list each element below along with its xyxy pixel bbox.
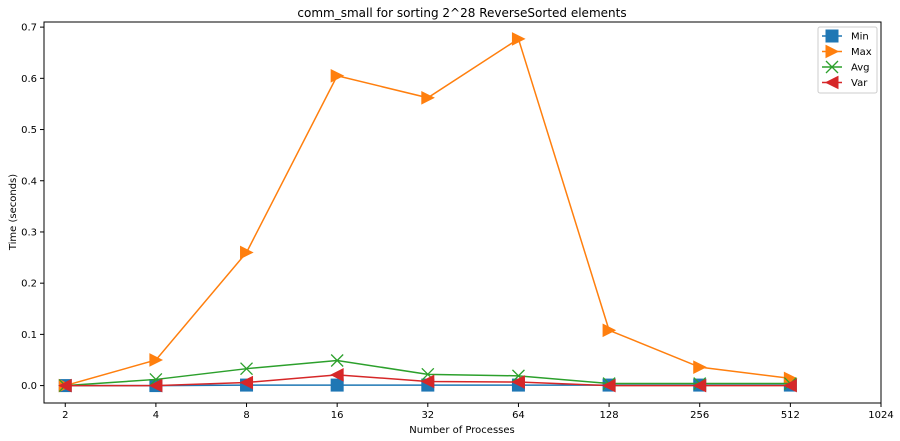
data-point-max (602, 323, 617, 338)
y-tick-label: 0.2 (21, 279, 37, 290)
chart-title: comm_small for sorting 2^28 ReverseSorte… (297, 6, 626, 20)
x-tick-label: 32 (421, 410, 434, 421)
x-tick-label: 16 (331, 410, 344, 421)
x-axis: 2 4 8 16 32 64 128 256 512 1024 (62, 403, 894, 421)
legend-label-max: Max (851, 47, 872, 58)
legend-item-var: Var (822, 75, 868, 90)
legend-label-min: Min (851, 32, 869, 43)
data-point-var (783, 378, 797, 393)
legend-item-avg: Avg (822, 60, 870, 74)
y-axis: 0.0 0.1 0.2 0.3 0.4 0.5 0.6 0.7 (21, 23, 44, 392)
x-tick-label: 4 (153, 410, 159, 421)
x-tick-label: 512 (781, 410, 800, 421)
legend-box (817, 26, 878, 94)
data-point-var (330, 368, 344, 382)
y-tick-label: 0.7 (21, 23, 37, 34)
x-tick-label: 1024 (868, 410, 893, 421)
data-point-avg (240, 362, 253, 376)
legend-marker-min (825, 29, 839, 43)
legend-marker-max (825, 44, 840, 59)
data-point-var (511, 375, 525, 389)
series-max (58, 32, 798, 393)
y-tick-label: 0.4 (21, 176, 37, 187)
data-point-var (601, 378, 616, 393)
y-axis-label: Time (seconds) (8, 174, 19, 251)
y-tick-label: 0.1 (21, 330, 37, 341)
x-tick-label: 2 (62, 410, 68, 421)
legend-item-max: Max (822, 44, 872, 59)
y-tick-label: 0.5 (21, 125, 37, 136)
data-point-var (239, 375, 254, 390)
y-tick-label: 0.3 (21, 227, 37, 238)
legend: Min Max Avg Var (817, 26, 878, 94)
series-var (58, 368, 797, 393)
plot-frame (43, 21, 882, 404)
legend-label-avg: Avg (851, 63, 870, 74)
data-point-var (692, 378, 707, 393)
data-point-max (330, 68, 345, 83)
legend-label-var: Var (851, 78, 868, 89)
x-tick-label: 64 (512, 410, 525, 421)
series-avg (58, 354, 797, 393)
series-line-max (65, 37, 791, 387)
data-point-max (511, 32, 526, 46)
y-tick-label: 0.6 (21, 74, 37, 85)
data-point-var (58, 378, 72, 393)
data-point-max (693, 360, 707, 374)
legend-marker-avg (825, 60, 839, 74)
x-tick-label: 128 (600, 410, 619, 421)
legend-marker-var (824, 75, 839, 90)
x-tick-label: 256 (690, 410, 709, 421)
data-point-var (148, 378, 163, 393)
data-point-avg (330, 354, 344, 367)
legend-item-min: Min (822, 29, 869, 43)
data-point-min (330, 378, 344, 392)
data-point-max (421, 90, 435, 105)
data-point-var (420, 374, 435, 389)
series-layer (58, 32, 798, 393)
x-axis-label: Number of Processes (409, 425, 514, 436)
y-tick-label: 0.0 (21, 381, 37, 392)
data-point-max (149, 353, 164, 367)
x-tick-label: 8 (243, 410, 249, 421)
data-point-max (240, 245, 254, 260)
